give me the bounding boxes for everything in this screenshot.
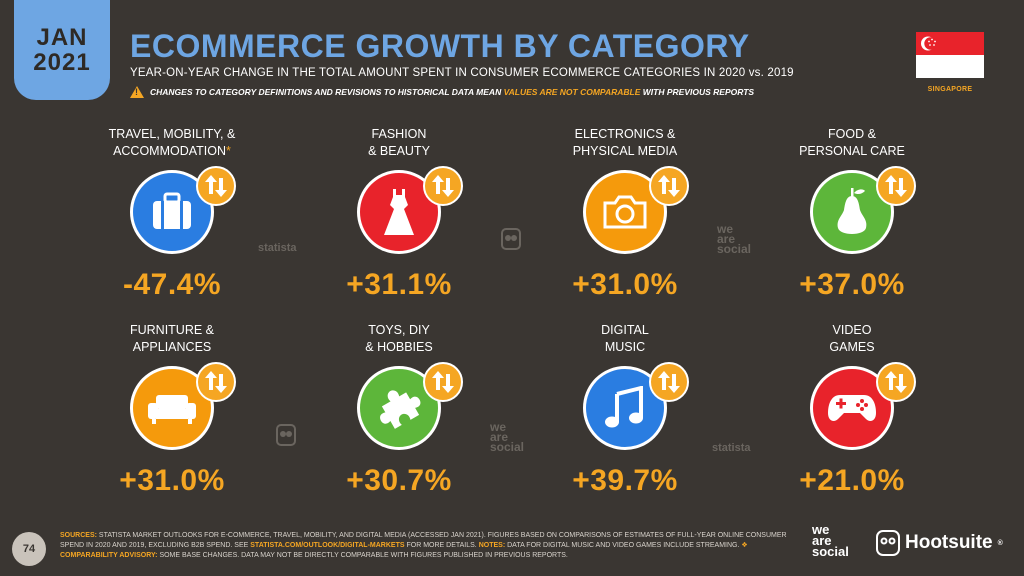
statista-watermark: statista	[258, 242, 297, 254]
growth-value: +31.0%	[119, 464, 225, 497]
growth-value: +30.7%	[346, 464, 452, 497]
category-card: FURNITURE & APPLIANCES +31.0%	[77, 320, 267, 498]
category-label: FASHION & BEAUTY	[368, 127, 430, 158]
singapore-flag-icon	[916, 32, 984, 78]
category-card: TRAVEL, MOBILITY, & ACCOMMODATION* -47.4%	[77, 124, 267, 302]
page-title: ECOMMERCE GROWTH BY CATEGORY	[130, 28, 750, 64]
category-card: FOOD & PERSONAL CARE +37.0%	[757, 124, 947, 302]
page-number: 74	[12, 532, 46, 566]
advisory-text-post: WITH PREVIOUS REPORTS	[642, 87, 755, 97]
hootsuite-logo: Hootsuite ®	[876, 530, 1003, 556]
comparability-advisory: CHANGES TO CATEGORY DEFINITIONS AND REVI…	[130, 86, 754, 98]
growth-value: +31.1%	[346, 268, 452, 301]
up-down-arrows-icon	[196, 362, 236, 402]
was-watermark: we are social	[717, 222, 752, 256]
up-down-arrows-icon	[649, 362, 689, 402]
date-badge: JAN 2021	[14, 0, 110, 100]
owl-watermark-icon	[501, 228, 521, 252]
category-card: VIDEO GAMES +21.0%	[757, 320, 947, 498]
page-subtitle: YEAR-ON-YEAR CHANGE IN THE TOTAL AMOUNT …	[130, 67, 794, 79]
owl-watermark-icon	[276, 424, 296, 448]
category-card: TOYS, DIY & HOBBIES +30.7%	[304, 320, 494, 498]
category-card: FASHION & BEAUTY +31.1%	[304, 124, 494, 302]
category-label: FURNITURE & APPLIANCES	[129, 323, 215, 354]
category-label: TRAVEL, MOBILITY, & ACCOMMODATION*	[108, 127, 236, 158]
owl-icon	[876, 530, 900, 556]
up-down-arrows-icon	[876, 362, 916, 402]
up-down-arrows-icon	[423, 362, 463, 402]
growth-value: +31.0%	[572, 268, 678, 301]
growth-value: +21.0%	[799, 464, 905, 497]
up-down-arrows-icon	[423, 166, 463, 206]
up-down-arrows-icon	[196, 166, 236, 206]
was-watermark: we are social	[490, 420, 525, 454]
category-label: FOOD & PERSONAL CARE	[799, 127, 905, 158]
advisory-highlight: VALUES ARE NOT COMPARABLE	[503, 87, 641, 97]
country-label: SINGAPORE	[927, 86, 973, 93]
category-card: DIGITAL MUSIC +39.7%	[530, 320, 720, 498]
growth-value: -47.4%	[122, 268, 222, 301]
statista-watermark: statista	[712, 442, 751, 454]
growth-value: +39.7%	[572, 464, 678, 497]
up-down-arrows-icon	[876, 166, 916, 206]
category-label: ELECTRONICS & PHYSICAL MEDIA	[572, 127, 678, 158]
growth-value: +37.0%	[799, 268, 905, 301]
category-label: VIDEO GAMES	[829, 323, 875, 354]
category-label: TOYS, DIY & HOBBIES	[365, 323, 433, 354]
date-year: 2021	[33, 49, 91, 76]
advisory-text-pre: CHANGES TO CATEGORY DEFINITIONS AND REVI…	[150, 87, 502, 97]
sofa-icon	[130, 366, 214, 450]
warning-icon	[130, 86, 144, 98]
category-card: ELECTRONICS & PHYSICAL MEDIA +31.0%	[530, 124, 720, 302]
category-label: DIGITAL MUSIC	[601, 323, 649, 354]
up-down-arrows-icon	[649, 166, 689, 206]
camera-icon	[583, 170, 667, 254]
we-are-social-logo: we are social	[812, 522, 849, 559]
date-month: JAN	[36, 23, 88, 51]
sources-footnote: SOURCES: STATISTA MARKET OUTLOOKS FOR E-…	[60, 532, 787, 559]
sources-link[interactable]: STATISTA.COM/OUTLOOK/DIGITAL-MARKETS	[250, 542, 405, 549]
